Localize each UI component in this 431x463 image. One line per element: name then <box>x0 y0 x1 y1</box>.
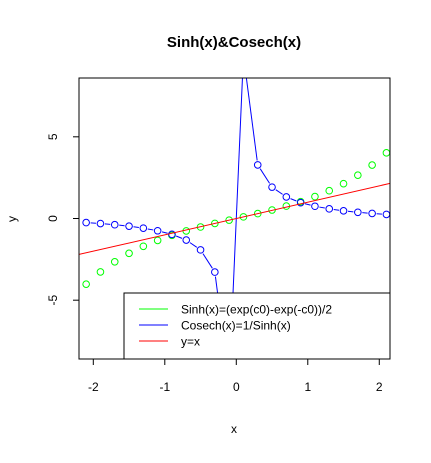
series-segment <box>190 243 197 248</box>
data-point <box>97 269 104 276</box>
data-point <box>312 203 319 210</box>
y-tick-label: 5 <box>46 133 60 140</box>
data-point <box>340 180 347 187</box>
series-segment <box>305 204 311 205</box>
series-segment <box>176 236 182 238</box>
series-segment <box>260 169 269 184</box>
data-point <box>126 223 133 230</box>
x-tick-label: 1 <box>304 380 311 394</box>
x-axis-label: x <box>231 422 237 436</box>
data-point <box>383 150 390 157</box>
series-segment <box>348 211 353 212</box>
legend-label: y=x <box>181 335 200 349</box>
x-tick-label: -2 <box>88 380 99 394</box>
data-point <box>183 237 190 244</box>
series-segment <box>203 254 212 269</box>
data-point <box>140 243 147 250</box>
series-segment <box>319 207 324 208</box>
data-point <box>226 378 233 385</box>
data-point <box>326 206 333 213</box>
legend-label: Sinh(x)=(exp(c0)-exp(-c0))/2 <box>181 303 332 317</box>
y-tick-label: -5 <box>46 295 60 306</box>
x-tick-label: 2 <box>376 380 383 394</box>
data-point <box>369 210 376 217</box>
data-point <box>240 52 247 59</box>
data-point <box>355 172 362 179</box>
series-segment <box>334 209 339 210</box>
series-segment <box>119 225 124 226</box>
data-point <box>355 209 362 216</box>
data-point <box>140 225 147 232</box>
series-segment <box>134 227 139 228</box>
data-point <box>269 184 276 191</box>
data-point <box>83 281 90 288</box>
legend: Sinh(x)=(exp(c0)-exp(-c0))/2 Cosech(x)=1/… <box>124 293 390 359</box>
series-segment <box>148 229 153 230</box>
y-tick-label: 0 <box>46 215 60 222</box>
data-point <box>383 211 390 218</box>
data-point <box>326 187 333 194</box>
data-point <box>126 250 133 257</box>
y-axis: -5 0 5 <box>46 133 79 305</box>
series-segment <box>244 60 257 161</box>
data-point <box>369 162 376 169</box>
series-segment <box>291 199 297 201</box>
series-2 <box>79 183 394 255</box>
data-point <box>283 194 290 201</box>
data-point <box>340 208 347 215</box>
data-point <box>154 237 161 244</box>
data-point <box>254 162 261 169</box>
data-point <box>97 220 104 227</box>
data-point <box>312 193 319 200</box>
series-segment <box>162 232 168 233</box>
series-line <box>79 183 394 255</box>
data-point <box>212 269 219 276</box>
chart-title: Sinh(x)&Cosech(x) <box>167 34 301 51</box>
data-point <box>111 258 118 265</box>
y-axis-label: y <box>5 216 19 222</box>
data-point <box>154 227 161 234</box>
data-point <box>197 247 204 254</box>
legend-label: Cosech(x)=1/Sinh(x) <box>181 319 291 333</box>
data-point <box>111 221 118 228</box>
x-tick-label: -1 <box>159 380 170 394</box>
data-point <box>83 219 90 226</box>
x-tick-label: 0 <box>233 380 240 394</box>
x-axis: -2 -1 0 1 2 <box>88 359 383 394</box>
series-segment <box>276 190 283 195</box>
